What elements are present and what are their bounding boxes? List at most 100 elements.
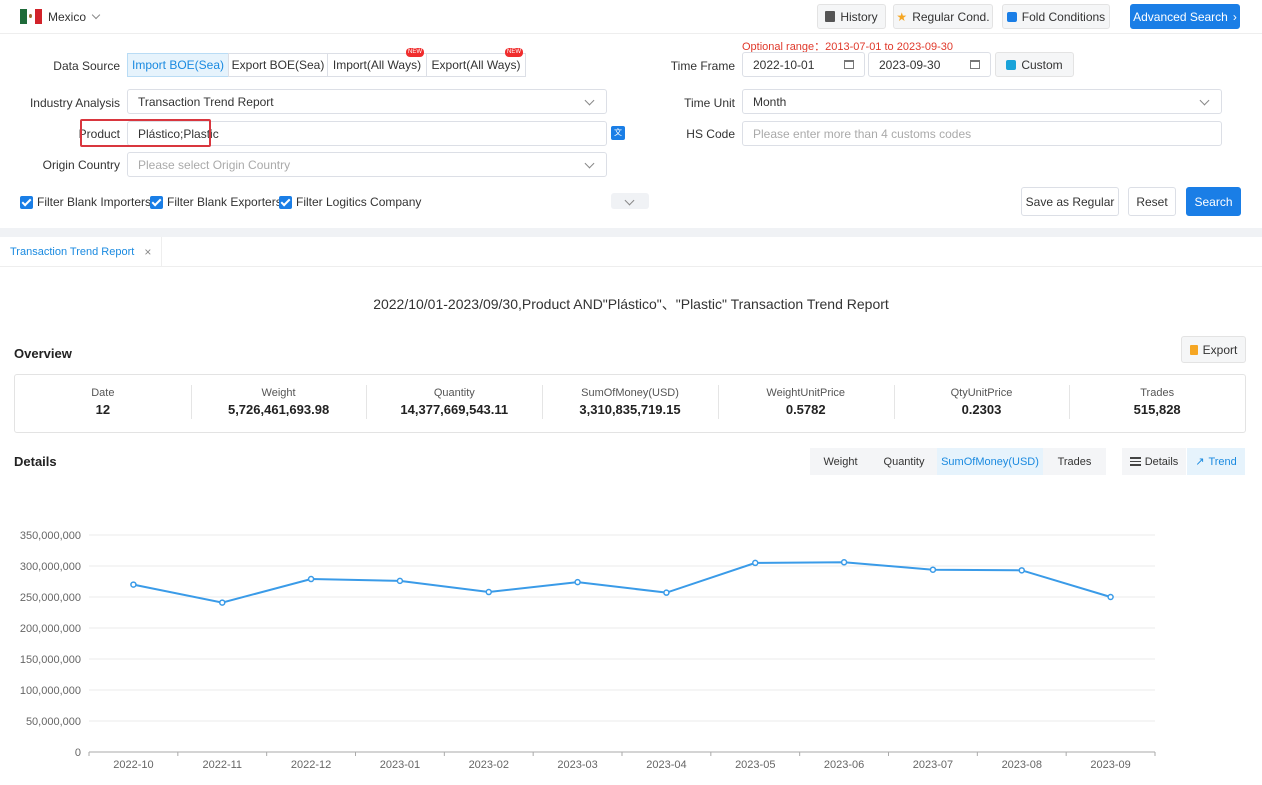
- data-point: [219, 599, 226, 606]
- overview-cell: Quantity 14,377,669,543.11: [366, 375, 542, 432]
- mexico-flag-icon: [20, 9, 42, 24]
- hs-code-label: HS Code: [686, 127, 735, 141]
- date-to-input[interactable]: 2023-09-30: [868, 52, 991, 77]
- y-tick-label: 100,000,000: [20, 685, 81, 697]
- checkbox-checked-icon: [279, 195, 292, 209]
- data-point: [396, 577, 404, 585]
- reset-button[interactable]: Reset: [1128, 187, 1176, 216]
- data-point: [1107, 593, 1114, 601]
- checkbox-checked-icon: [20, 195, 33, 209]
- close-icon[interactable]: ×: [144, 244, 152, 259]
- star-icon: ★: [896, 9, 908, 24]
- calendar-icon: [970, 60, 980, 69]
- report-title: 2022/10/01-2023/09/30,Product AND"Plásti…: [373, 296, 889, 312]
- x-tick-label: 2023-02: [469, 759, 509, 771]
- custom-icon: [1006, 59, 1017, 70]
- new-badge: NEW: [406, 48, 424, 57]
- data-point: [1018, 567, 1025, 574]
- chevron-down-icon: [626, 195, 634, 203]
- y-tick-label: 0: [75, 747, 81, 759]
- fold-icon: [1006, 11, 1017, 22]
- time-unit-label: Time Unit: [684, 96, 735, 110]
- hs-code-input[interactable]: Please enter more than 4 customs codes: [742, 121, 1222, 146]
- overview-cell: Trades 515,828: [1069, 375, 1245, 432]
- overview-cell: Weight 5,726,461,693.98: [190, 375, 367, 432]
- overview-cell: QtyUnitPrice 0.2303: [893, 375, 1070, 432]
- chevron-right-icon: ›: [1232, 9, 1237, 24]
- country-label: Mexico: [48, 9, 87, 24]
- y-tick-label: 350,000,000: [20, 530, 81, 542]
- origin-country-select[interactable]: Please select Origin Country: [127, 152, 607, 177]
- data-point: [929, 566, 937, 573]
- data-point: [485, 588, 492, 596]
- country-selector[interactable]: Mexico: [20, 9, 102, 24]
- time-frame-label: Time Frame: [670, 59, 735, 73]
- export-button[interactable]: Export: [1181, 336, 1246, 363]
- overview-cell: Date 12: [15, 375, 191, 432]
- y-tick-label: 150,000,000: [20, 654, 81, 666]
- overview-label: Quantity: [433, 387, 475, 399]
- filter-logistics-company-checkbox[interactable]: Filter Logitics Company: [279, 195, 421, 209]
- seg-export-all-ways[interactable]: Export(All Ways) NEW: [426, 48, 526, 77]
- metric-tab-weight[interactable]: Weight: [810, 448, 871, 475]
- product-highlight-box: [80, 119, 211, 147]
- overview-label: Weight: [261, 387, 296, 399]
- seg-export-boe-sea[interactable]: Export BOE(Sea): [228, 53, 328, 77]
- translate-icon[interactable]: 文: [611, 126, 625, 140]
- date-from-input[interactable]: 2022-10-01: [742, 52, 865, 77]
- overview-value: 14,377,669,543.11: [400, 402, 509, 417]
- y-tick-label: 250,000,000: [20, 592, 81, 604]
- export-icon: [1189, 344, 1198, 355]
- overview-panel: Date 12 Weight 5,726,461,693.98 Quantity 1…: [14, 374, 1246, 433]
- x-tick-label: 2023-05: [735, 759, 775, 771]
- search-button[interactable]: Search: [1186, 187, 1241, 216]
- product-input[interactable]: Plástico;Plastic: [127, 121, 607, 146]
- overview-label: QtyUnitPrice: [950, 387, 1013, 399]
- x-tick-label: 2022-10: [113, 759, 153, 771]
- view-details-button[interactable]: Details: [1122, 448, 1186, 475]
- section-divider: [0, 228, 1262, 237]
- trend-icon: ↗: [1195, 456, 1205, 468]
- industry-analysis-select[interactable]: Transaction Trend Report: [127, 89, 607, 114]
- overview-value: 12: [95, 402, 111, 417]
- metric-tab-trades[interactable]: Trades: [1043, 448, 1106, 475]
- calendar-icon: [844, 60, 854, 69]
- overview-label: SumOfMoney(USD): [581, 387, 679, 399]
- x-tick-label: 2022-11: [202, 759, 242, 771]
- data-point: [840, 559, 848, 566]
- regular-cond-button[interactable]: ★ Regular Cond.: [893, 4, 993, 29]
- overview-value: 515,828: [1133, 402, 1181, 417]
- save-as-regular-button[interactable]: Save as Regular: [1021, 187, 1119, 216]
- metric-tab-sumofmoney[interactable]: SumOfMoney(USD): [937, 448, 1043, 475]
- tab-transaction-trend-report[interactable]: Transaction Trend Report ×: [0, 237, 163, 266]
- fold-conditions-button[interactable]: Fold Conditions: [1002, 4, 1110, 29]
- x-tick-label: 2023-01: [380, 759, 420, 771]
- data-point: [752, 559, 759, 567]
- view-trend-button[interactable]: ↗ Trend: [1187, 448, 1245, 475]
- seg-import-boe-sea[interactable]: Import BOE(Sea): [127, 53, 229, 77]
- data-point: [307, 575, 315, 583]
- overview-value: 0.5782: [785, 402, 826, 417]
- filter-blank-importers-checkbox[interactable]: Filter Blank Importers: [20, 195, 151, 209]
- top-bar: Mexico History ★ Regular Cond. Fold Cond…: [0, 0, 1262, 34]
- time-unit-select[interactable]: Month: [742, 89, 1222, 114]
- tab-bar-line: [0, 266, 1262, 267]
- expand-toggle[interactable]: [611, 193, 649, 209]
- chevron-down-icon: [586, 95, 594, 103]
- history-button[interactable]: History: [817, 4, 886, 29]
- data-point: [574, 578, 581, 586]
- x-tick-label: 2023-08: [1002, 759, 1042, 771]
- seg-import-all-ways[interactable]: Import(All Ways) NEW: [327, 48, 427, 77]
- new-badge: NEW: [505, 48, 523, 57]
- chevron-down-icon: [1201, 95, 1209, 103]
- x-tick-label: 2023-07: [913, 759, 953, 771]
- data-point: [130, 581, 137, 588]
- x-tick-label: 2023-06: [824, 759, 864, 771]
- filter-blank-exporters-checkbox[interactable]: Filter Blank Exporters: [150, 195, 282, 209]
- overview-label: WeightUnitPrice: [766, 387, 846, 399]
- checkbox-checked-icon: [150, 195, 163, 209]
- advanced-search-button[interactable]: Advanced Search ›: [1130, 4, 1240, 29]
- custom-button[interactable]: Custom: [995, 52, 1074, 77]
- metric-tab-quantity[interactable]: Quantity: [871, 448, 937, 475]
- overview-label: Date: [91, 387, 115, 399]
